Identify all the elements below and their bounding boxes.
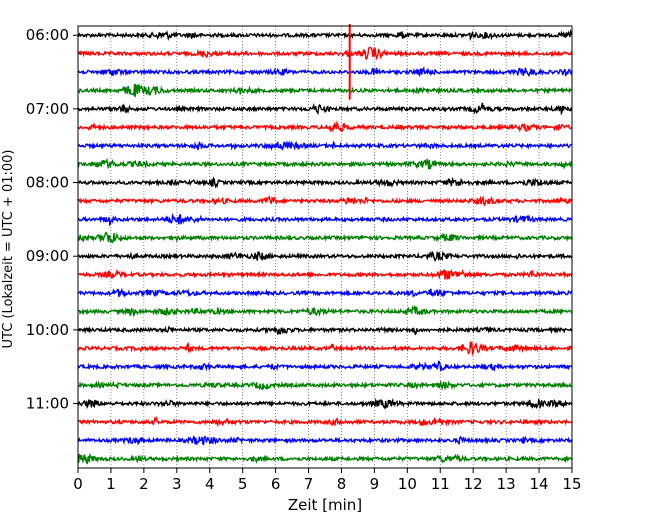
trace-line [78, 416, 573, 428]
x-tick-label: 1 [106, 475, 116, 493]
trace-line [77, 268, 573, 280]
y-tick-label: 09:00 [26, 247, 69, 265]
trace-line [77, 28, 573, 42]
x-tick-label: 15 [562, 475, 581, 493]
x-tick-label: 5 [238, 475, 248, 493]
trace-line [77, 325, 573, 336]
y-tick-label: 10:00 [26, 321, 69, 339]
x-tick-label: 14 [530, 475, 549, 493]
trace-line [77, 157, 573, 170]
trace-line [77, 102, 573, 116]
trace-line [77, 397, 573, 410]
trace-line [77, 120, 573, 133]
trace-line [77, 287, 573, 298]
x-tick-label: 7 [304, 475, 314, 493]
trace-line [77, 65, 573, 78]
trace-line [77, 452, 573, 465]
x-axis-label: Zeit [min] [288, 496, 362, 514]
x-tick-label: 13 [497, 475, 516, 493]
x-tick-label: 3 [172, 475, 182, 493]
x-tick-label: 11 [431, 475, 450, 493]
trace-line [77, 360, 573, 373]
seismic-traces [77, 28, 573, 465]
trace-line [77, 176, 573, 189]
x-tick-label: 8 [337, 475, 347, 493]
plot-frame [77, 25, 573, 469]
y-tick-label: 11:00 [26, 395, 69, 413]
trace-line [77, 83, 573, 98]
y-tick-label: 08:00 [26, 174, 69, 192]
y-tick-label: 07:00 [26, 100, 69, 118]
trace-line [77, 341, 573, 357]
y-axis-ticks: 06:00 07:00 08:00 09:00 10:00 11:00 [26, 26, 78, 413]
x-tick-label: 0 [73, 475, 83, 493]
x-tick-label: 2 [139, 475, 149, 493]
trace-line [77, 304, 573, 318]
x-tick-label: 10 [398, 475, 417, 493]
trace-line [77, 194, 573, 207]
y-tick-label: 06:00 [26, 26, 69, 44]
trace-line [77, 212, 573, 227]
x-tick-label: 9 [370, 475, 380, 493]
y-axis-label: UTC (Lokalzeit = UTC + 01:00) [1, 150, 16, 349]
trace-line [77, 250, 573, 263]
trace-line [77, 46, 573, 61]
trace-line [77, 140, 573, 151]
trace-line [77, 435, 573, 446]
x-tick-label: 6 [271, 475, 281, 493]
x-axis-ticks: 0 1 2 3 4 5 6 7 8 9 10 11 12 13 14 15 [73, 468, 582, 493]
x-tick-label: 4 [205, 475, 215, 493]
trace-line [77, 231, 573, 244]
x-tick-label: 12 [464, 475, 483, 493]
trace-line [77, 380, 573, 391]
